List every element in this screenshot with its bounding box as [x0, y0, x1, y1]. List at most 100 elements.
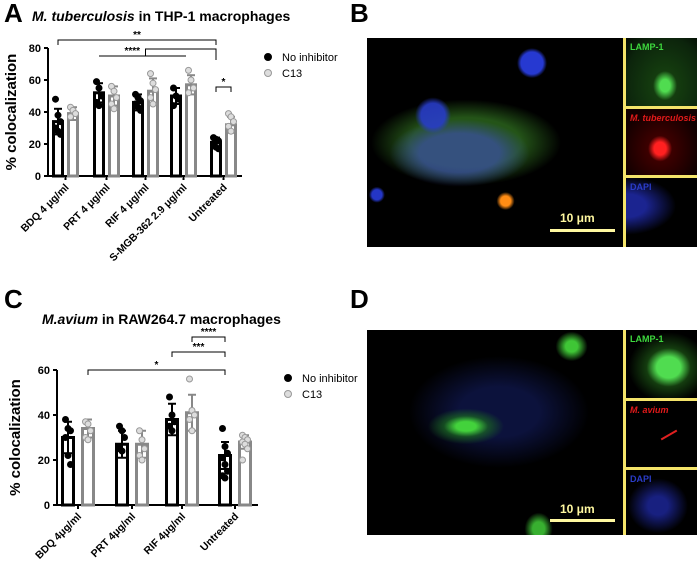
chart-a-x-tick-label: S-MGB-362 2.9 μg/ml [107, 182, 189, 264]
inset-lamp1 [626, 330, 697, 398]
chart-a-title-organism: M. tuberculosis [32, 8, 135, 24]
chart-a-data-point [72, 110, 79, 118]
chart-c-data-point [118, 427, 126, 435]
chart-a-data-point [215, 145, 222, 153]
chart-a-data-point [170, 84, 177, 92]
chart-c-data-point [121, 434, 128, 441]
chart-a-legend-label: No inhibitor [282, 52, 338, 64]
chart-c-legend-marker [284, 390, 292, 398]
chart-c-data-point [224, 467, 231, 475]
chart-a-significance-label: ** [133, 30, 141, 41]
chart-a-data-point [215, 137, 222, 145]
chart-c-data-point [67, 461, 74, 468]
chart-c-data-point [221, 443, 229, 450]
chart-a-data-point [95, 102, 103, 110]
chart-a-data-point [175, 95, 182, 103]
chart-a-data-point [57, 118, 64, 126]
chart-c-data-point [64, 452, 72, 459]
chart-c-title-rest: in RAW264.7 macrophages [98, 311, 281, 327]
chart-c-data-point [221, 461, 229, 468]
inset-divider-2 [623, 467, 697, 470]
chart-a-bar [185, 83, 197, 178]
chart-a-data-point [137, 97, 144, 105]
chart-a-x-tick-label: Untreated [186, 182, 229, 225]
chart-c-data-point [168, 411, 176, 419]
chart-c-data-point [141, 445, 148, 453]
scale-bar [550, 519, 615, 522]
microscopy-image-d: LAMP-1 M. avium DAPI 10 μm [367, 330, 697, 535]
channel-label-mavium: M. avium [630, 405, 669, 415]
chart-a-y-tick-label: 0 [35, 171, 41, 183]
chart-c-legend-marker [284, 374, 292, 382]
chart-a-data-point [137, 106, 144, 114]
chart-c-data-point [224, 449, 231, 457]
chart-a-significance-bracket [145, 48, 217, 60]
chart-c-data-point [168, 427, 176, 435]
chart-a-bar [67, 112, 79, 178]
inset-bacteria [626, 109, 697, 175]
chart-c-data-point [219, 454, 226, 462]
chart-c-legend-label: C13 [302, 389, 322, 401]
chart-a-significance-bracket [215, 86, 232, 92]
chart-a-significance-label: **** [124, 46, 140, 57]
chart-a-title-rest: in THP-1 macrophages [134, 8, 291, 24]
chart-c-data-point [219, 425, 226, 432]
chart-c-y-tick-label: 40 [38, 410, 50, 422]
scale-bar-label: 10 μm [560, 211, 595, 225]
chart-c-data-point [186, 375, 193, 383]
chart-a-data-point [110, 105, 118, 113]
chart-c-data-point [136, 427, 143, 435]
chart-a-data-point [187, 76, 195, 84]
chart-c-data-point [188, 427, 196, 435]
chart-a-y-tick-label: 60 [29, 75, 41, 87]
chart-a-significance-label: * [222, 77, 226, 88]
inset-divider-vertical [623, 38, 626, 247]
chart-c-x-tick-label: Untreated [198, 511, 241, 554]
chart-c-data-point [171, 418, 178, 426]
chart-a-data-point [57, 130, 64, 138]
scale-bar-label: 10 μm [560, 502, 595, 516]
chart-c-data-point [191, 411, 198, 419]
channel-label-mtb: M. tuberculosis [630, 113, 697, 123]
chart-c-data-point [62, 416, 69, 423]
panel-label-b: B [350, 0, 369, 28]
chart-c-data-point [239, 456, 246, 464]
chart-a-legend-marker [264, 53, 272, 61]
chart-c-data-point [244, 445, 251, 453]
chart-a-data-point [54, 111, 62, 119]
chart-c-y-tick-label: 20 [38, 455, 50, 467]
chart-a-y-tick-label: 20 [29, 139, 41, 151]
channel-label-lamp1: LAMP-1 [630, 42, 664, 52]
chart-c-x-tick-label: PRT 4μg/ml [89, 511, 138, 560]
chart-c-y-tick-label: 60 [38, 365, 50, 377]
chart-a-data-point [52, 95, 59, 103]
panel-label-d: D [350, 284, 369, 314]
chart-c-significance-label: **** [201, 327, 217, 338]
chart-a-significance-bracket [57, 39, 217, 45]
inset-bacteria [626, 401, 697, 467]
chart-a-data-point [190, 84, 197, 92]
channel-label-dapi: DAPI [630, 474, 652, 484]
inset-divider-1 [623, 398, 697, 401]
chart-a-y-tick-label: 40 [29, 107, 41, 119]
inset-lamp1 [626, 38, 697, 106]
chart-c-data-point [84, 420, 92, 428]
chart-c-significance-bracket [171, 351, 226, 357]
chart-c-data-point [138, 436, 146, 444]
chart-c-title-organism: M.avium [42, 311, 99, 327]
inset-divider-vertical [623, 330, 626, 535]
chart-c-data-point [84, 436, 92, 444]
chart-a-data-point [227, 127, 235, 135]
chart-a-data-point [113, 94, 120, 102]
chart-a-data-point [110, 87, 118, 95]
chart-a-data-point [149, 79, 157, 87]
microscopy-image-b: LAMP-1 M. tuberculosis DAPI 10 μm [367, 38, 697, 247]
scale-bar [550, 229, 615, 232]
chart-c-y-axis-label: % colocalization [7, 379, 24, 496]
chart-a-data-point [95, 84, 103, 92]
chart-a-data-point [152, 86, 159, 94]
chart-a-data-point [185, 66, 192, 74]
chart-c-data-point [87, 427, 94, 435]
chart-a-data-point [93, 78, 100, 86]
